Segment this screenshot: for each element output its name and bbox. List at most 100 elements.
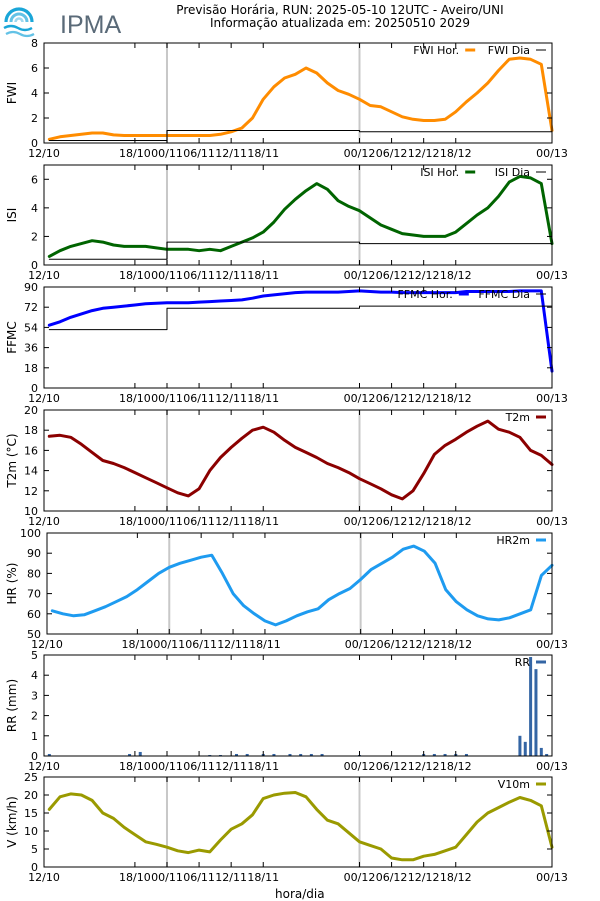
y-tick-label: 16	[24, 444, 38, 457]
x-tick-label: 18/12	[440, 269, 472, 282]
legend-label: FFMC Hor.	[397, 288, 452, 301]
x-tick-label: 00/13	[536, 392, 568, 405]
plot-frame	[46, 532, 553, 635]
panel-fwi: 0 2 4 6 8 12/10 18/10 00/11 06/11 12/11 18/11 00/12…	[5, 37, 568, 160]
x-tick-label: 06/11	[183, 269, 215, 282]
rr-bar	[534, 669, 538, 756]
rr-bar	[47, 753, 51, 756]
x-tick-label: 12/10	[28, 515, 60, 528]
legend-label: RR	[515, 656, 531, 669]
x-tick-label: 12/10	[28, 147, 60, 160]
rr-bar	[288, 753, 292, 756]
y-tick-label: 15	[24, 807, 38, 820]
legend-label: FFMC Dia	[478, 288, 530, 301]
y-tick-label: 72	[24, 301, 38, 314]
y-tick-label: 20	[24, 789, 38, 802]
x-tick-label: 12/12	[408, 392, 440, 405]
legend-label: V10m	[498, 778, 530, 791]
plot-frame	[43, 776, 553, 868]
rr-bar	[464, 753, 468, 756]
y-tick-label: 0	[31, 861, 38, 874]
x-tick-label: 00/12	[344, 760, 376, 773]
plot-frame	[43, 409, 553, 512]
rr-bar	[539, 747, 543, 756]
x-tick-label: 18/12	[440, 638, 472, 651]
x-tick-label: 18/12	[440, 760, 472, 773]
x-tick-label: 12/11	[215, 392, 247, 405]
y-tick-label: 100	[20, 527, 41, 540]
y-tick-label: 90	[24, 281, 38, 294]
x-tick-label: 00/13	[536, 760, 568, 773]
y-tick-label: 3	[31, 689, 38, 702]
rr-bar	[299, 753, 303, 756]
series-ffmc-dia	[48, 305, 553, 331]
x-tick-label: 12/11	[215, 760, 247, 773]
y-tick-label: 5	[31, 843, 38, 856]
x-tick-label: 06/11	[183, 147, 215, 160]
x-tick-label: 00/12	[344, 269, 376, 282]
y-tick-label: 2	[31, 230, 38, 243]
series-fwi-hor	[47, 56, 554, 141]
y-tick-label: 18	[24, 424, 38, 437]
x-tick-label: 00/12	[345, 638, 377, 651]
legend-label: T2m	[505, 411, 530, 424]
x-tick-label: 00/13	[536, 638, 568, 651]
y-tick-label: 36	[24, 342, 38, 355]
rr-bar	[443, 753, 447, 756]
x-tick-label: 06/12	[376, 515, 408, 528]
x-tick-label: 18/10	[119, 392, 151, 405]
series-isi-hor	[47, 174, 554, 258]
x-tick-label: 12/10	[28, 269, 60, 282]
rr-bar	[245, 753, 249, 756]
legend-label: ISI Hor.	[420, 166, 459, 179]
x-tick-label: 00/13	[536, 871, 568, 884]
y-tick-label: 20	[24, 404, 38, 417]
plot-frame	[43, 654, 553, 757]
y-tick-label: 6	[31, 62, 38, 75]
x-axis-label: hora/dia	[275, 887, 325, 901]
rr-bar	[235, 753, 239, 756]
rr-bar	[208, 754, 212, 756]
x-tick-label: 12/11	[215, 871, 247, 884]
x-tick-label: 00/12	[344, 392, 376, 405]
x-tick-label: 18/11	[247, 392, 279, 405]
panel-rr-mm: 0 1 2 3 4 5 12/10 18/10 00/11 06/11 12/11 18/11 00/1…	[5, 649, 568, 773]
x-tick-label: 18/10	[119, 147, 151, 160]
series-fwi-dia	[48, 130, 553, 141]
x-tick-label: 12/11	[215, 515, 247, 528]
y-axis-label: FFMC	[5, 321, 19, 354]
rr-bar	[128, 753, 132, 756]
x-tick-label: 06/12	[377, 638, 409, 651]
x-tick-label: 06/12	[376, 392, 408, 405]
y-tick-label: 0	[31, 137, 38, 150]
y-axis-label: V (km/h)	[5, 796, 19, 848]
y-tick-label: 2	[31, 710, 38, 723]
y-tick-label: 54	[24, 321, 38, 334]
x-tick-label: 18/10	[122, 638, 154, 651]
y-tick-label: 70	[27, 588, 41, 601]
x-tick-label: 00/13	[536, 269, 568, 282]
y-tick-label: 4	[31, 669, 38, 682]
x-tick-label: 18/12	[440, 871, 472, 884]
y-axis-label: HR (%)	[5, 563, 19, 605]
plot-frame	[43, 164, 553, 266]
x-tick-label: 12/12	[408, 760, 440, 773]
ipma-logo: IPMA	[3, 7, 121, 39]
x-tick-label: 06/11	[183, 760, 215, 773]
y-tick-label: 0	[31, 382, 38, 395]
x-tick-label: 18/10	[119, 515, 151, 528]
x-tick-label: 18/11	[247, 147, 279, 160]
x-tick-label: 00/12	[344, 871, 376, 884]
x-tick-label: 00/13	[536, 147, 568, 160]
x-tick-label: 18/12	[440, 392, 472, 405]
chart-header-title: Previsão Horária, RUN: 2025-05-10 12UTC …	[176, 3, 504, 17]
y-tick-label: 8	[31, 37, 38, 50]
y-tick-label: 60	[27, 608, 41, 621]
x-tick-label: 12/11	[217, 638, 249, 651]
x-tick-label: 18/11	[247, 760, 279, 773]
x-tick-label: 12/12	[408, 147, 440, 160]
